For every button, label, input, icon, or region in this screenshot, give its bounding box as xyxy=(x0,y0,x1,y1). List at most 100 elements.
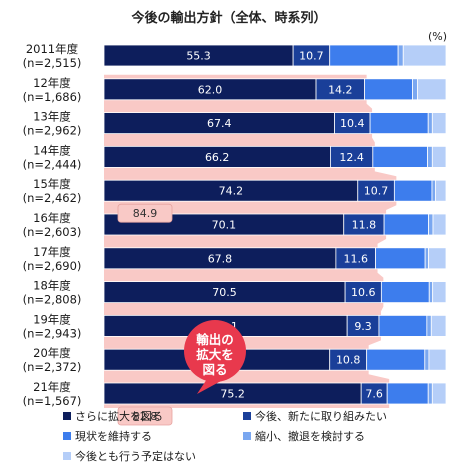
row-label-year: 17年度 xyxy=(33,245,71,259)
unit-label: (%) xyxy=(428,30,447,43)
bar-segment xyxy=(428,213,434,236)
bar-segment xyxy=(369,112,429,134)
bar-segment xyxy=(431,179,436,202)
bar-segment xyxy=(427,382,433,405)
bar-value-label: 75.2 xyxy=(220,388,245,401)
row-label-year: 2011年度 xyxy=(26,42,79,56)
bar-segment xyxy=(402,44,447,67)
bar-value-label: 70.1 xyxy=(212,219,237,232)
bar-segment xyxy=(432,281,447,304)
callout-box xyxy=(117,406,173,426)
bubble-circle xyxy=(184,320,246,382)
bar-value-label: 55.3 xyxy=(186,50,211,63)
row-label-n: (n=2,808) xyxy=(23,293,82,307)
legend-swatch xyxy=(243,432,251,440)
row-label-n: (n=2,943) xyxy=(23,326,82,340)
bubble-text-line: 輸出の xyxy=(196,332,234,347)
bar-segment xyxy=(417,78,447,101)
bubble-text-line: 図る xyxy=(202,362,227,377)
row-label-year: 21年度 xyxy=(33,380,71,394)
bar-segment xyxy=(412,78,419,101)
bar-value-label: 10.6 xyxy=(351,286,376,299)
legend-swatch xyxy=(63,432,71,440)
bar-value-label: 11.6 xyxy=(343,252,368,265)
bar-segment xyxy=(372,145,428,168)
bar-segment xyxy=(397,44,404,67)
row-label-year: 19年度 xyxy=(33,312,71,326)
legend-label: 今後、新たに取り組みたい xyxy=(255,409,387,423)
legend-label: 縮小、撤退を検討する xyxy=(255,429,365,443)
bar-value-label: 66.2 xyxy=(205,151,230,164)
bar-value-label: 74.2 xyxy=(219,185,244,198)
legend-swatch xyxy=(63,412,71,420)
row-label-n: (n=1,686) xyxy=(23,90,82,104)
row-labels: 2011年度(n=2,515) 12年度(n=1,686) 13年度(n=2,962… xyxy=(23,42,82,408)
bar-segment xyxy=(428,281,434,304)
row-label-n: (n=2,603) xyxy=(23,225,82,239)
legend-swatch xyxy=(243,412,251,420)
row-label-year: 12年度 xyxy=(33,76,71,90)
bar-value-label: 14.2 xyxy=(328,83,353,96)
bar-segment xyxy=(378,314,428,337)
bars: 55.3 10.7 62.0 14.2 67.4 10.4 66.2 12.4 74.2 10.7… xyxy=(103,44,447,405)
bar-segment xyxy=(428,348,447,371)
row-label-year: 16年度 xyxy=(33,211,71,225)
row-label-year: 20年度 xyxy=(33,346,71,360)
row-label-year: 18年度 xyxy=(33,279,71,293)
bar-segment xyxy=(386,382,429,405)
bar-value-label: 10.8 xyxy=(336,354,361,367)
callout-value: 82.8 xyxy=(133,410,158,423)
row-label-n: (n=1,567) xyxy=(23,394,82,408)
bubble-tail xyxy=(197,379,221,394)
legend-label: 今後とも行う予定はない xyxy=(75,449,196,463)
bar-segment xyxy=(366,348,426,371)
bar-segment xyxy=(329,44,399,67)
bar-value-label: 11.8 xyxy=(352,219,377,232)
callout-box xyxy=(117,203,173,223)
bar-segment xyxy=(434,179,447,202)
callout-value: 84.9 xyxy=(133,207,158,220)
bar-segment xyxy=(430,314,447,337)
bar-value-label: 12.4 xyxy=(339,151,364,164)
callouts: 84.9 82.8 xyxy=(117,203,173,426)
row-label-n: (n=2,462) xyxy=(23,191,82,205)
row-label-n: (n=2,515) xyxy=(23,56,82,70)
bar-value-label: 7.6 xyxy=(365,388,383,401)
bar-value-label: 9.3 xyxy=(354,320,372,333)
bar-segment xyxy=(383,213,429,236)
bar-value-label: 67.8 xyxy=(208,252,233,265)
row-label-n: (n=2,444) xyxy=(23,157,82,171)
bar-segment xyxy=(427,112,433,134)
bar-segment xyxy=(428,247,447,270)
row-label-n: (n=2,962) xyxy=(23,124,82,138)
chart-title: 今後の輸出方針（全体、時系列） xyxy=(130,10,326,26)
bar-value-label: 62.0 xyxy=(198,83,223,96)
bar-segment xyxy=(431,145,447,168)
legend-label: さらに拡大を図る xyxy=(75,409,163,423)
bar-segment xyxy=(431,382,447,405)
bar-segment xyxy=(424,348,430,371)
bar-segment xyxy=(427,145,433,168)
row-label-year: 13年度 xyxy=(33,110,71,124)
row-label-year: 15年度 xyxy=(33,177,71,191)
bar-segment xyxy=(431,112,447,134)
bubble-text-line: 拡大を xyxy=(196,347,234,362)
legend-swatch xyxy=(63,452,71,460)
bar-value-label: 10.4 xyxy=(340,117,365,130)
bar-value-label: 10.7 xyxy=(364,185,389,198)
row-label-n: (n=2,690) xyxy=(23,259,82,273)
legend-label: 現状を維持する xyxy=(75,429,152,443)
row-label-year: 14年度 xyxy=(33,143,71,157)
bar-value-label: 67.4 xyxy=(207,117,232,130)
bar-value-label: 10.7 xyxy=(299,50,324,63)
bar-segment xyxy=(375,247,426,270)
bar-value-label: 70.5 xyxy=(212,286,237,299)
row-label-n: (n=2,372) xyxy=(23,360,82,374)
bar-segment xyxy=(364,78,413,101)
bar-segment xyxy=(426,314,432,337)
bar-segment xyxy=(380,281,430,304)
bar-segment xyxy=(393,179,433,202)
